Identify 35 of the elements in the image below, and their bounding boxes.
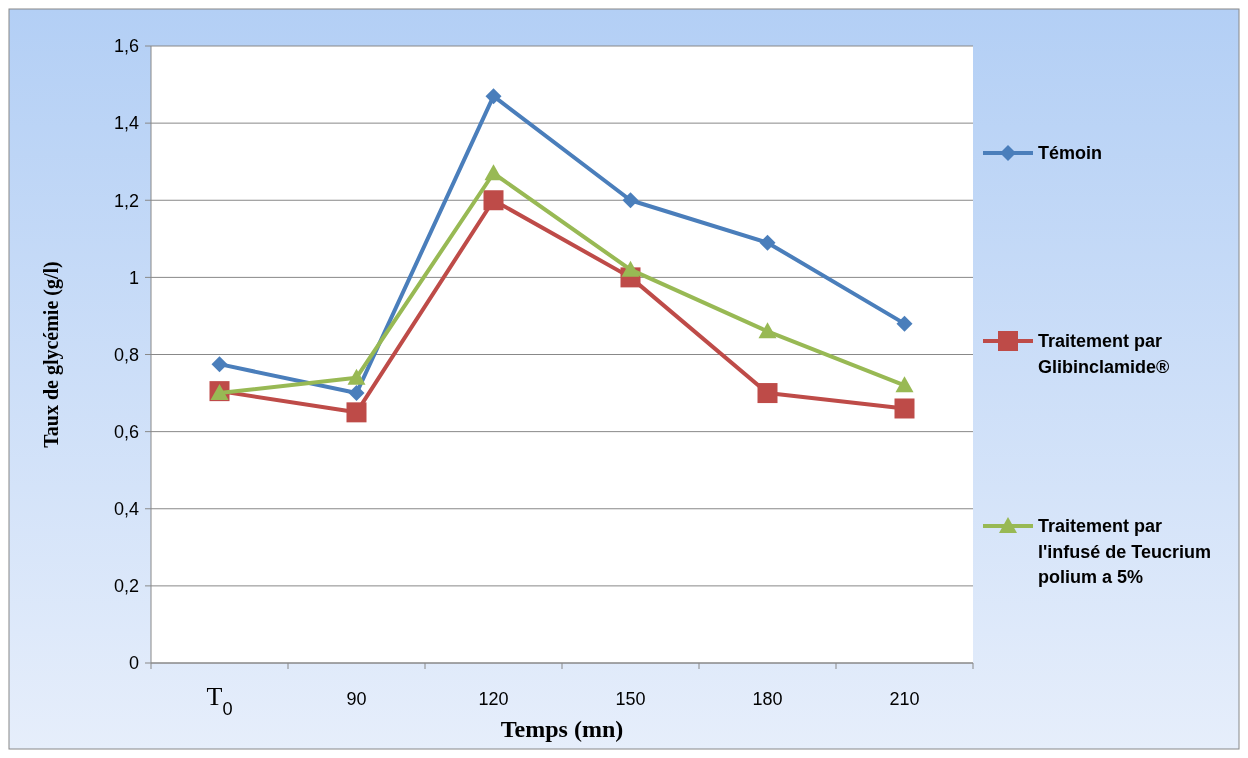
point xyxy=(759,234,776,251)
x-tick-label: 120 xyxy=(478,689,509,709)
y-tick-label: 1,6 xyxy=(113,36,139,57)
y-tick-label: 0,6 xyxy=(113,421,139,442)
point xyxy=(895,376,914,393)
point xyxy=(348,385,365,402)
y-tick-label: 1,2 xyxy=(113,190,139,211)
y-axis-title: Taux de glycémie (g/l) xyxy=(40,261,63,448)
legend-label: Traitement par Glibinclamide® xyxy=(1038,331,1170,377)
x-tick-label: T$_{0}$ xyxy=(206,682,233,719)
y-tick-label: 1 xyxy=(128,267,139,288)
y-tick-label: 0,8 xyxy=(113,344,139,365)
point xyxy=(757,383,778,404)
x-tick-label: 180 xyxy=(752,689,783,709)
point xyxy=(622,192,639,209)
point xyxy=(346,402,367,423)
point xyxy=(347,368,366,385)
legend-label: Traitement par l'infusé de Teucrium polium a 5% xyxy=(1038,516,1211,587)
legend-label: Témoin xyxy=(1038,143,1103,164)
point xyxy=(483,190,504,211)
y-tick-label: 1,4 xyxy=(113,113,139,134)
x-tick-label: 90 xyxy=(346,689,367,709)
point xyxy=(758,322,777,339)
point xyxy=(894,398,915,419)
point xyxy=(211,356,228,373)
x-tick-label: 210 xyxy=(889,689,920,709)
point xyxy=(485,88,502,105)
point xyxy=(896,315,913,332)
point xyxy=(484,164,503,181)
x-axis-title: Temps (mn) xyxy=(500,716,624,742)
point xyxy=(621,260,640,277)
y-tick-label: 0 xyxy=(128,653,139,674)
y-tick-label: 0,2 xyxy=(113,576,139,597)
y-tick-label: 0,4 xyxy=(113,499,139,520)
x-tick-label: 150 xyxy=(615,689,646,709)
